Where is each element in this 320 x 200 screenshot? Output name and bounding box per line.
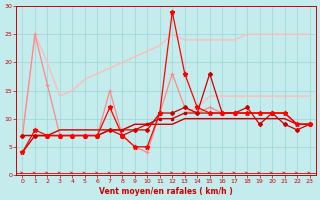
X-axis label: Vent moyen/en rafales ( km/h ): Vent moyen/en rafales ( km/h ) [99,187,233,196]
